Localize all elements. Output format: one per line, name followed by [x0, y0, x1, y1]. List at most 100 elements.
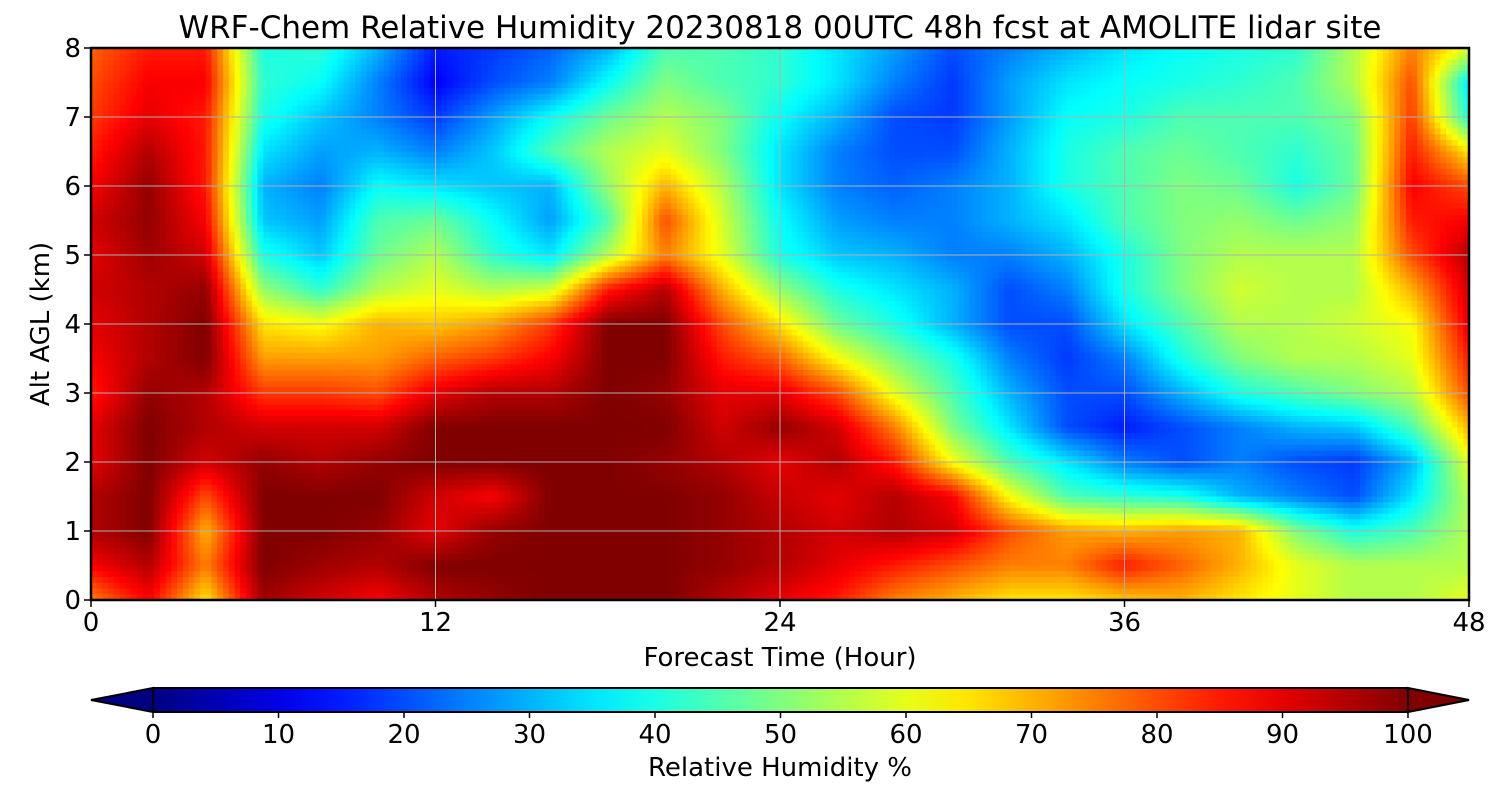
heatmap-cell [1165, 65, 1171, 71]
heatmap-cell [1291, 152, 1297, 158]
heatmap-cell [367, 94, 373, 100]
heatmap-cell [125, 60, 131, 66]
heatmap-cell [1188, 60, 1194, 66]
heatmap-cell [177, 65, 183, 71]
heatmap-cell [183, 65, 189, 71]
heatmap-cell [677, 123, 683, 129]
heatmap-cell [487, 157, 493, 163]
heatmap-cell [97, 100, 103, 106]
heatmap-cell [332, 129, 338, 135]
heatmap-cell [143, 65, 149, 71]
heatmap-cell [269, 117, 275, 123]
heatmap-cell [717, 146, 723, 152]
heatmap-cell [1412, 94, 1418, 100]
heatmap-cell [751, 88, 757, 94]
heatmap-cell [740, 129, 746, 135]
heatmap-cell [441, 106, 447, 112]
heatmap-cell [177, 140, 183, 146]
heatmap-cell [596, 106, 602, 112]
heatmap-cell [591, 88, 597, 94]
heatmap-cell [1222, 106, 1228, 112]
heatmap-cell [573, 94, 579, 100]
heatmap-cell [1257, 117, 1263, 123]
heatmap-cell [849, 152, 855, 158]
heatmap-cell [148, 88, 154, 94]
heatmap-cell [545, 140, 551, 146]
heatmap-cell [723, 65, 729, 71]
heatmap-cell [1153, 134, 1159, 140]
heatmap-cell [1090, 77, 1096, 83]
heatmap-cell [1412, 54, 1418, 60]
heatmap-cell [1096, 106, 1102, 112]
heatmap-cell [1239, 60, 1245, 66]
heatmap-cell [349, 140, 355, 146]
heatmap-cell [1337, 123, 1343, 129]
heatmap-cell [148, 152, 154, 158]
heatmap-cell [447, 60, 453, 66]
heatmap-cell [171, 106, 177, 112]
heatmap-cell [458, 83, 464, 89]
heatmap-cell [550, 129, 556, 135]
heatmap-cell [1142, 54, 1148, 60]
heatmap-cell [108, 106, 114, 112]
heatmap-cell [1073, 117, 1079, 123]
heatmap-cell [315, 88, 321, 94]
heatmap-cell [677, 65, 683, 71]
heatmap-cell [1291, 123, 1297, 129]
heatmap-cell [447, 163, 453, 169]
heatmap-cell [1004, 163, 1010, 169]
heatmap-cell [763, 146, 769, 152]
heatmap-cell [338, 129, 344, 135]
heatmap-cell [866, 71, 872, 77]
heatmap-cell [740, 163, 746, 169]
heatmap-cell [263, 71, 269, 77]
heatmap-cell [797, 123, 803, 129]
heatmap-cell [1113, 157, 1119, 163]
heatmap-cell [596, 146, 602, 152]
heatmap-cell [958, 140, 964, 146]
heatmap-cell [102, 65, 108, 71]
heatmap-cell [424, 100, 430, 106]
heatmap-cell [568, 71, 574, 77]
heatmap-cell [424, 54, 430, 60]
heatmap-cell [527, 83, 533, 89]
heatmap-cell [826, 134, 832, 140]
heatmap-cell [969, 71, 975, 77]
heatmap-cell [1280, 60, 1286, 66]
heatmap-cell [1320, 146, 1326, 152]
heatmap-cell [1033, 123, 1039, 129]
heatmap-cell [1291, 54, 1297, 60]
heatmap-cell [143, 100, 149, 106]
heatmap-cell [1423, 140, 1429, 146]
heatmap-cell [269, 88, 275, 94]
heatmap-cell [671, 140, 677, 146]
heatmap-cell [418, 140, 424, 146]
heatmap-cell [619, 65, 625, 71]
heatmap-cell [918, 71, 924, 77]
heatmap-cell [1205, 157, 1211, 163]
heatmap-cell [619, 106, 625, 112]
heatmap-cell [791, 163, 797, 169]
heatmap-cell [711, 123, 717, 129]
heatmap-cell [516, 146, 522, 152]
heatmap-cell [556, 65, 562, 71]
heatmap-cell [1239, 123, 1245, 129]
heatmap-cell [246, 140, 252, 146]
heatmap-cell [659, 88, 665, 94]
heatmap-cell [1440, 157, 1446, 163]
heatmap-cell [941, 123, 947, 129]
heatmap-cell [1371, 77, 1377, 83]
heatmap-cell [1182, 129, 1188, 135]
heatmap-cell [1337, 94, 1343, 100]
heatmap-cell [1199, 146, 1205, 152]
heatmap-cell [120, 163, 126, 169]
heatmap-cell [1280, 129, 1286, 135]
heatmap-cell [212, 94, 218, 100]
heatmap-cell [860, 152, 866, 158]
heatmap-cell [533, 100, 539, 106]
heatmap-cell [1136, 152, 1142, 158]
heatmap-cell [769, 83, 775, 89]
heatmap-cell [1452, 140, 1458, 146]
heatmap-cell [1257, 129, 1263, 135]
heatmap-cell [1125, 83, 1131, 89]
